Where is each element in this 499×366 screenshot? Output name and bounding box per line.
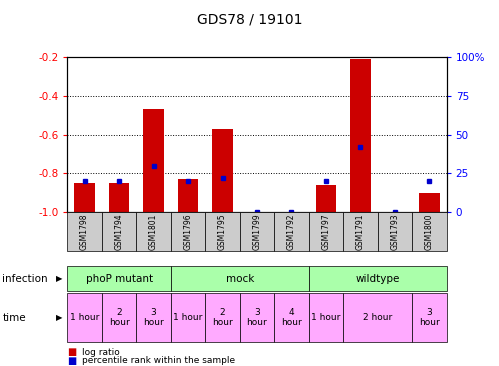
Text: GSM1798: GSM1798 [80, 213, 89, 250]
Bar [350, 59, 371, 212]
Text: GSM1799: GSM1799 [252, 213, 261, 250]
Bar [212, 129, 233, 212]
Text: 2
hour: 2 hour [212, 308, 233, 327]
Bar [143, 109, 164, 212]
Text: 3
hour: 3 hour [247, 308, 267, 327]
Text: 1 hour: 1 hour [173, 313, 203, 322]
Text: GSM1795: GSM1795 [218, 213, 227, 250]
Text: GSM1792: GSM1792 [287, 213, 296, 250]
Text: GDS78 / 19101: GDS78 / 19101 [197, 13, 302, 27]
Bar [315, 185, 336, 212]
Text: GSM1800: GSM1800 [425, 213, 434, 250]
Text: GSM1794: GSM1794 [115, 213, 124, 250]
Text: GSM1793: GSM1793 [390, 213, 399, 250]
Bar [109, 183, 129, 212]
Text: 2 hour: 2 hour [363, 313, 392, 322]
Text: 4
hour: 4 hour [281, 308, 302, 327]
Text: ▶: ▶ [56, 313, 62, 322]
Text: GSM1797: GSM1797 [321, 213, 330, 250]
Text: GSM1801: GSM1801 [149, 213, 158, 250]
Text: ■: ■ [67, 355, 77, 366]
Bar [74, 183, 95, 212]
Text: log ratio: log ratio [82, 348, 120, 356]
Text: 1 hour: 1 hour [70, 313, 99, 322]
Text: infection: infection [2, 273, 48, 284]
Text: 3
hour: 3 hour [143, 308, 164, 327]
Text: ▶: ▶ [56, 274, 62, 283]
Text: 2
hour: 2 hour [109, 308, 129, 327]
Text: 3
hour: 3 hour [419, 308, 440, 327]
Text: GSM1791: GSM1791 [356, 213, 365, 250]
Bar [178, 179, 199, 212]
Text: mock: mock [226, 273, 254, 284]
Text: 1 hour: 1 hour [311, 313, 341, 322]
Text: ■: ■ [67, 347, 77, 357]
Bar [419, 193, 440, 212]
Text: wildtype: wildtype [355, 273, 400, 284]
Text: percentile rank within the sample: percentile rank within the sample [82, 356, 236, 365]
Text: GSM1796: GSM1796 [184, 213, 193, 250]
Text: time: time [2, 313, 26, 322]
Text: phoP mutant: phoP mutant [85, 273, 153, 284]
